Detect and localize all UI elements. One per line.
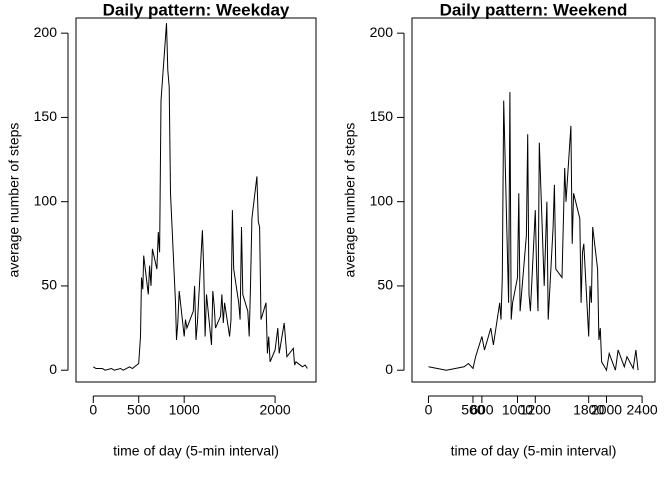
plot-box: [411, 17, 656, 383]
data-line: [93, 23, 308, 371]
x-tick-label: 600: [470, 402, 494, 418]
x-tick-label: 500: [127, 402, 151, 418]
x-tick-label: 1000: [502, 402, 533, 418]
x-tick-label: 1000: [169, 402, 200, 418]
x-tick-label: 1200: [520, 402, 551, 418]
y-tick-label: 200: [370, 24, 394, 40]
data-line: [428, 92, 639, 372]
x-tick-label: 2000: [591, 402, 622, 418]
y-tick-label: 150: [34, 108, 58, 124]
x-tick-label: 1800: [573, 402, 604, 418]
x-tick-label: 0: [89, 402, 97, 418]
x-tick-label: 2000: [260, 402, 291, 418]
y-tick-label: 50: [41, 277, 57, 293]
plot-box: [75, 17, 317, 383]
x-tick-label: 2400: [627, 402, 658, 418]
x-axis-label: time of day (5-min interval): [451, 443, 617, 459]
y-tick-label: 0: [385, 361, 393, 377]
y-tick-label: 50: [377, 277, 393, 293]
y-tick-label: 200: [34, 24, 58, 40]
y-tick-label: 0: [49, 361, 57, 377]
y-tick-label: 150: [370, 108, 394, 124]
y-axis-label: average number of steps: [342, 123, 358, 278]
y-tick-label: 100: [370, 192, 394, 208]
y-axis-label: average number of steps: [6, 123, 22, 278]
chart-title: Daily pattern: Weekend: [440, 0, 628, 19]
x-tick-label: 0: [425, 402, 433, 418]
y-tick-label: 100: [34, 192, 58, 208]
x-axis-label: time of day (5-min interval): [113, 443, 279, 459]
x-tick-label: 500: [461, 402, 485, 418]
chart-title: Daily pattern: Weekday: [103, 0, 290, 19]
